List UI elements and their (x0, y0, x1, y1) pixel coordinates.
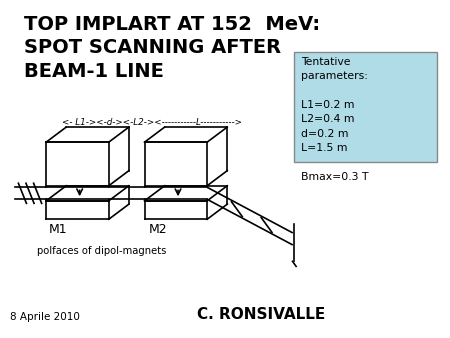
Text: M1: M1 (48, 223, 67, 236)
Text: <- L1-><-d-><-L2-><-----------L----------->: <- L1-><-d-><-L2-><-----------L---------… (62, 118, 242, 127)
Text: 8 Aprile 2010: 8 Aprile 2010 (10, 312, 80, 321)
Text: TOP IMPLART AT 152  MeV:
SPOT SCANNING AFTER
BEAM-1 LINE: TOP IMPLART AT 152 MeV: SPOT SCANNING AF… (24, 15, 320, 81)
Text: C. RONSIVALLE: C. RONSIVALLE (197, 307, 325, 321)
Text: Tentative
parameters:

L1=0.2 m
L2=0.4 m
d=0.2 m
L=1.5 m

Bmax=0.3 T: Tentative parameters: L1=0.2 m L2=0.4 m … (301, 57, 369, 182)
Text: polfaces of dipol-magnets: polfaces of dipol-magnets (37, 246, 166, 256)
Bar (294, 52, 437, 162)
Text: M2: M2 (149, 223, 167, 236)
